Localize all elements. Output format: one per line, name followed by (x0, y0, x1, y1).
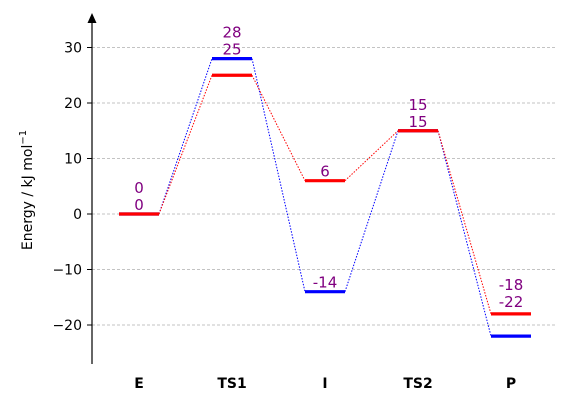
y-axis (87, 13, 97, 364)
connector-line (251, 75, 306, 181)
y-tick-label: −20 (52, 318, 82, 334)
grid-lines (92, 47, 557, 326)
x-category-label: E (134, 376, 144, 392)
x-category-label: P (506, 376, 516, 392)
data-label: 0 (134, 196, 144, 214)
y-axis-title: Energy / kJ mol−1 (18, 130, 36, 250)
x-category-labels: E TS1 I TS2 P (134, 376, 516, 392)
energy-levels (119, 56, 531, 338)
connector-line (344, 130, 399, 182)
data-label: 0 (134, 179, 144, 197)
connector-line (158, 75, 213, 215)
connector-line (251, 58, 306, 292)
data-label: -22 (499, 293, 524, 311)
data-label: 28 (222, 24, 241, 42)
x-category-label: TS2 (403, 376, 432, 392)
connector-line (158, 58, 213, 215)
x-category-label: TS1 (217, 376, 246, 392)
x-category-label: I (322, 376, 327, 392)
y-tick-label: 10 (64, 152, 82, 168)
y-tick-label: 30 (64, 41, 82, 57)
y-axis-arrow-icon (87, 13, 97, 23)
connector-line (344, 130, 399, 292)
data-label: 15 (408, 113, 427, 131)
connector-lines (158, 58, 492, 337)
connector-line (437, 130, 492, 337)
data-label: 25 (222, 41, 241, 59)
data-label: 15 (408, 96, 427, 114)
y-tick-label: −10 (52, 263, 82, 279)
y-tick-label: 20 (64, 96, 82, 112)
y-tick-label: 0 (73, 207, 82, 223)
y-tick-labels: −20 −10 0 10 20 30 (52, 41, 92, 334)
y-axis-title-superscript: −1 (18, 130, 29, 145)
data-label: -18 (499, 276, 524, 294)
data-label: -14 (313, 274, 338, 292)
data-label: 6 (320, 163, 330, 181)
